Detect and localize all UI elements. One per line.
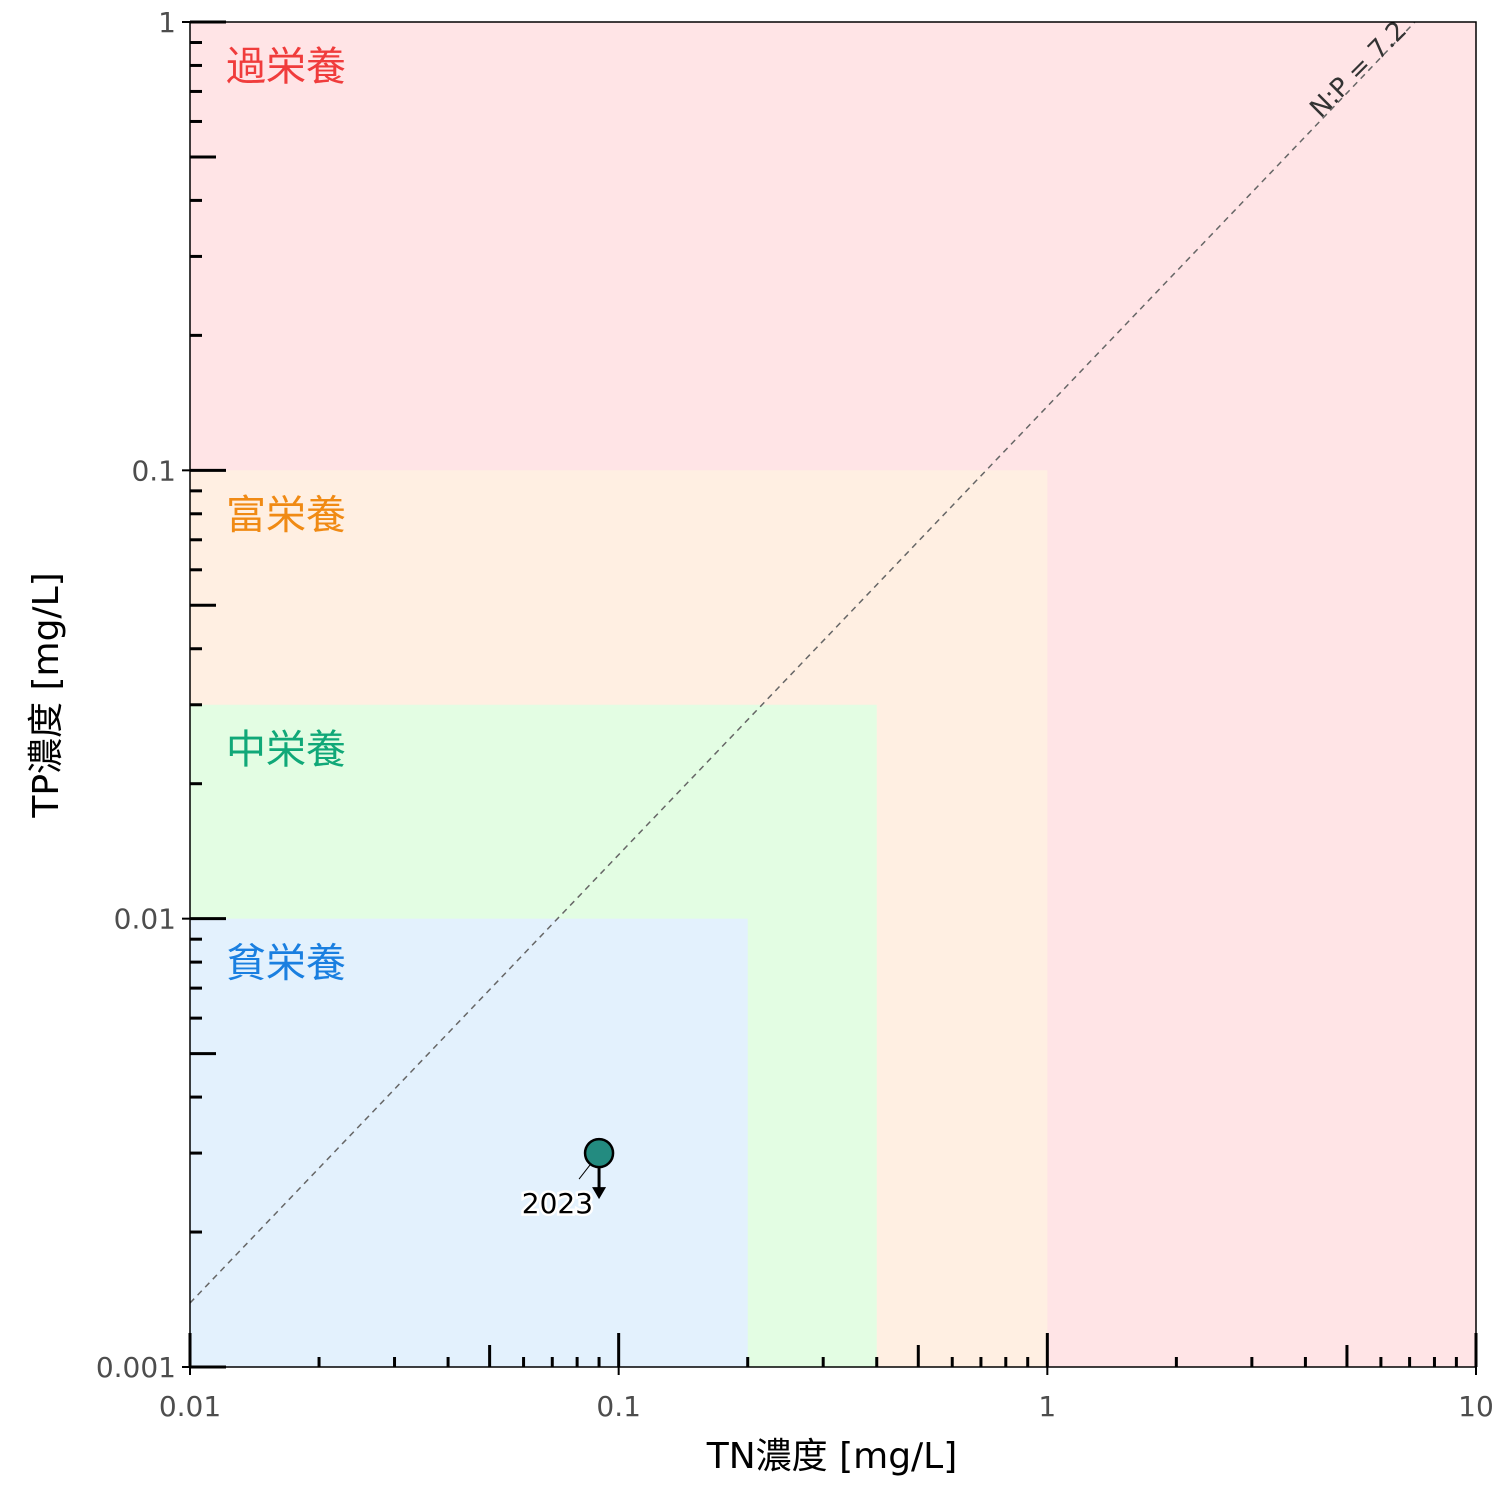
zone-rect — [190, 918, 748, 1367]
x-axis-tick-labels: 0.01 0.1 1 10 — [159, 1390, 1494, 1423]
trophic-zones — [190, 22, 1476, 1367]
y-axis-title: TP濃度 [mg/L] — [26, 572, 67, 818]
plot-frame — [189, 21, 1477, 1368]
point-arrow-head — [592, 1187, 607, 1200]
data-points: 2023 — [519, 1137, 615, 1223]
point-label: 2023 — [522, 1187, 593, 1220]
zone-label: 富栄養 — [226, 492, 346, 538]
y-tick-label: 0.01 — [114, 903, 176, 936]
zone-label: 過栄養 — [226, 44, 346, 90]
zone-label: 中栄養 — [226, 727, 346, 773]
x-tick-label: 0.1 — [596, 1390, 641, 1423]
y-tick-label: 0.1 — [131, 454, 176, 487]
y-axis-ticks — [182, 20, 226, 1369]
data-point — [583, 1137, 615, 1169]
x-axis-ticks — [188, 1333, 1478, 1375]
zone-label: 貧栄養 — [226, 941, 346, 987]
x-tick-label: 0.01 — [159, 1390, 221, 1423]
x-tick-label: 10 — [1458, 1390, 1494, 1423]
x-tick-label: 1 — [1038, 1390, 1056, 1423]
y-axis-tick-labels: 0.001 0.01 0.1 1 — [96, 6, 176, 1384]
ratio-line — [189, 21, 1416, 1304]
x-axis-title: TN濃度 [mg/L] — [706, 1436, 958, 1477]
y-tick-label: 1 — [158, 6, 176, 39]
y-tick-label: 0.001 — [96, 1351, 176, 1384]
